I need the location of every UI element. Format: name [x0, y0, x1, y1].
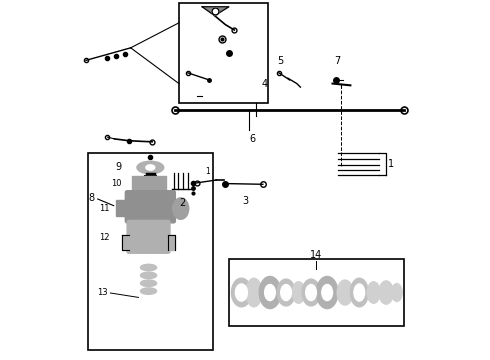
- Ellipse shape: [235, 284, 247, 301]
- Ellipse shape: [146, 165, 155, 170]
- Ellipse shape: [259, 276, 281, 309]
- Ellipse shape: [392, 284, 402, 301]
- Bar: [168, 235, 175, 249]
- Polygon shape: [202, 7, 229, 16]
- Ellipse shape: [306, 284, 317, 301]
- Ellipse shape: [350, 278, 368, 307]
- Text: 7: 7: [334, 56, 340, 66]
- Text: 4: 4: [261, 78, 267, 89]
- Bar: [179, 3, 268, 103]
- Text: 6: 6: [249, 134, 255, 144]
- Ellipse shape: [141, 264, 157, 271]
- Bar: [132, 176, 167, 191]
- Bar: [117, 200, 127, 216]
- Ellipse shape: [302, 279, 320, 306]
- Ellipse shape: [379, 281, 393, 304]
- Text: 14: 14: [310, 250, 322, 260]
- Ellipse shape: [141, 280, 157, 287]
- Text: 8: 8: [89, 193, 95, 203]
- Text: 1: 1: [205, 167, 210, 176]
- Ellipse shape: [354, 284, 365, 301]
- Ellipse shape: [281, 284, 292, 301]
- Text: 10: 10: [111, 179, 122, 188]
- Text: 13: 13: [97, 288, 107, 297]
- Text: 12: 12: [99, 233, 109, 242]
- Bar: [229, 258, 404, 327]
- Text: 1: 1: [388, 159, 394, 169]
- Bar: [88, 153, 213, 350]
- Bar: [132, 176, 167, 191]
- Text: 3: 3: [242, 196, 248, 206]
- Text: 5: 5: [278, 56, 284, 66]
- Ellipse shape: [292, 282, 305, 303]
- Ellipse shape: [337, 280, 353, 305]
- Ellipse shape: [231, 278, 251, 307]
- Ellipse shape: [172, 198, 189, 219]
- Ellipse shape: [277, 279, 295, 306]
- Text: 11: 11: [99, 204, 109, 213]
- Ellipse shape: [137, 161, 164, 174]
- Ellipse shape: [141, 272, 157, 279]
- Ellipse shape: [317, 276, 338, 309]
- Ellipse shape: [265, 284, 275, 301]
- Ellipse shape: [141, 288, 157, 294]
- Bar: [117, 200, 127, 216]
- Text: 2: 2: [179, 198, 186, 208]
- FancyBboxPatch shape: [127, 220, 170, 253]
- Text: 9: 9: [116, 162, 122, 172]
- Bar: [122, 235, 129, 249]
- Ellipse shape: [246, 278, 262, 307]
- FancyBboxPatch shape: [125, 191, 175, 223]
- Ellipse shape: [322, 284, 333, 301]
- Ellipse shape: [367, 282, 380, 303]
